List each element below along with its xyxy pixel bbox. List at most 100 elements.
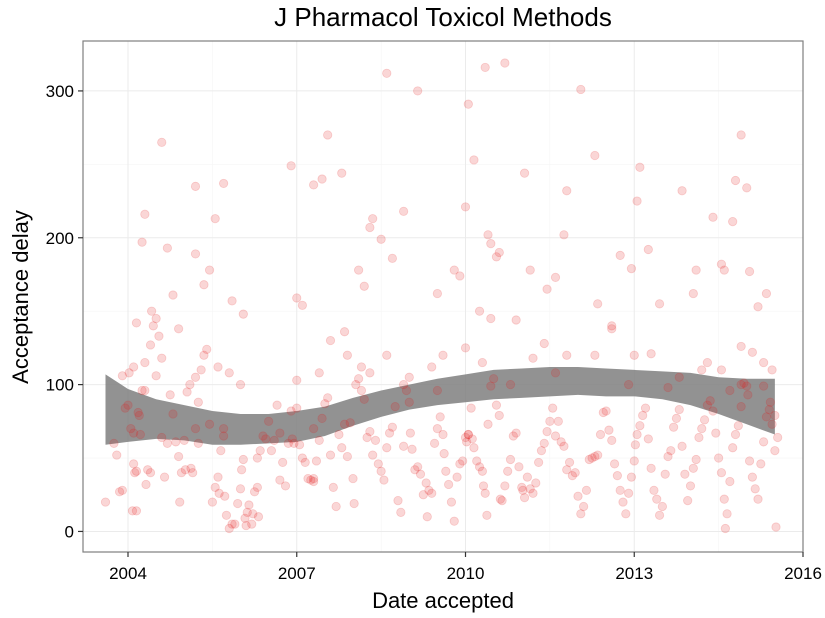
x-tick-label: 2010: [447, 564, 485, 583]
data-point: [196, 365, 206, 375]
data-point: [730, 429, 741, 440]
data-point: [151, 313, 161, 324]
data-point: [466, 403, 476, 413]
data-point: [382, 350, 392, 360]
data-point: [219, 431, 229, 441]
data-point: [753, 302, 763, 312]
data-point: [162, 243, 172, 253]
data-point: [135, 429, 145, 440]
data-point: [175, 497, 185, 507]
data-point: [657, 501, 667, 512]
data-point: [348, 473, 358, 484]
data-point: [550, 272, 561, 283]
data-point: [432, 424, 442, 434]
data-point: [159, 472, 170, 482]
data-point: [193, 397, 203, 407]
data-point: [227, 296, 237, 306]
data-point: [100, 497, 111, 507]
data-point: [314, 435, 324, 446]
data-point: [590, 350, 600, 360]
data-point: [728, 217, 738, 227]
data-point: [567, 471, 577, 481]
data-point: [486, 239, 496, 249]
points-layer: [100, 58, 783, 534]
data-point: [413, 86, 423, 96]
data-point: [342, 451, 352, 462]
data-point: [272, 400, 282, 410]
data-point: [462, 437, 472, 447]
data-point: [235, 484, 246, 494]
data-point: [129, 362, 139, 372]
data-point: [275, 475, 285, 485]
data-point: [207, 497, 217, 507]
data-point: [199, 350, 209, 360]
data-point: [646, 463, 656, 473]
data-point: [252, 482, 262, 492]
data-point: [368, 450, 378, 460]
data-point: [632, 429, 642, 440]
data-point: [342, 350, 352, 360]
data-point: [511, 315, 521, 325]
data-point: [518, 485, 528, 495]
data-point: [365, 368, 375, 378]
data-point: [474, 306, 485, 316]
data-point: [131, 466, 142, 476]
data-point: [210, 482, 220, 492]
data-point: [157, 353, 167, 363]
y-axis: 0 100 200 300: [46, 82, 83, 541]
data-point: [421, 478, 431, 488]
data-point: [413, 462, 423, 472]
data-point: [180, 465, 190, 475]
chart-title: J Pharmacol Toxicol Methods: [274, 2, 612, 32]
data-point: [230, 519, 240, 529]
data-point: [593, 299, 603, 309]
data-point: [204, 419, 215, 429]
data-point: [368, 214, 378, 224]
data-point: [688, 288, 698, 299]
data-point: [320, 399, 330, 409]
data-point: [562, 350, 572, 360]
data-point: [505, 454, 516, 465]
data-point: [550, 431, 561, 441]
data-point: [334, 429, 344, 440]
data-point: [590, 451, 600, 462]
data-point: [145, 340, 156, 350]
data-point: [773, 432, 783, 443]
data-point: [143, 465, 153, 475]
data-point: [460, 343, 471, 353]
data-point: [240, 513, 250, 523]
data-point: [638, 410, 648, 421]
data-point: [242, 507, 252, 517]
data-point: [255, 446, 265, 456]
data-point: [725, 476, 735, 487]
data-point: [640, 403, 651, 413]
data-point: [497, 496, 507, 506]
data-point: [505, 380, 516, 390]
data-point: [258, 431, 268, 441]
data-point: [294, 440, 305, 450]
data-point: [269, 435, 279, 446]
data-point: [747, 347, 757, 357]
data-point: [725, 385, 735, 396]
data-point: [576, 509, 586, 519]
data-point: [720, 523, 730, 534]
x-axis-title: Date accepted: [372, 588, 514, 613]
data-point: [300, 457, 310, 468]
data-point: [759, 357, 769, 368]
data-point: [607, 321, 617, 331]
data-point: [354, 265, 364, 275]
data-point: [598, 407, 608, 418]
data-point: [261, 434, 271, 444]
data-point: [711, 428, 721, 438]
data-point: [609, 459, 620, 469]
data-point: [297, 453, 307, 463]
data-point: [680, 469, 690, 479]
data-point: [309, 476, 319, 487]
data-point: [759, 381, 769, 391]
data-point: [632, 196, 642, 206]
data-point: [424, 485, 434, 495]
data-point: [309, 473, 319, 484]
data-point: [564, 457, 575, 468]
data-point: [112, 450, 122, 460]
